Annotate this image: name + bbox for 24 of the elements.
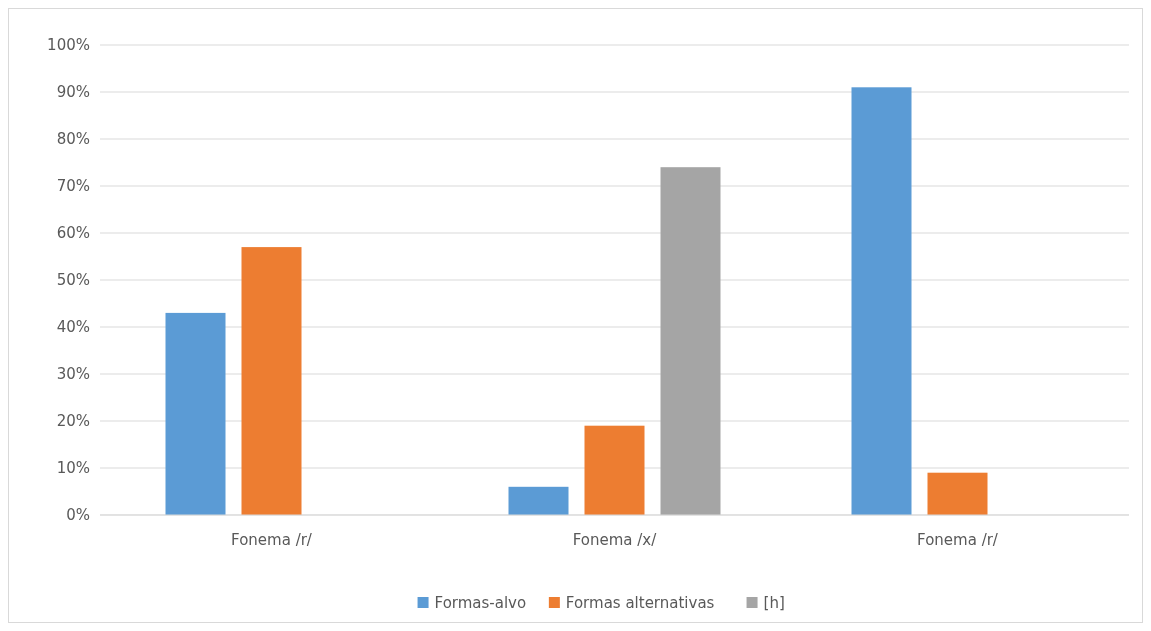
bar bbox=[508, 486, 569, 515]
y-tick-label: 20% bbox=[56, 412, 90, 431]
bar bbox=[927, 472, 988, 515]
legend-label: Formas alternativas bbox=[565, 594, 715, 613]
bar bbox=[165, 312, 226, 515]
y-tick-label: 50% bbox=[56, 271, 90, 290]
y-tick-label: 40% bbox=[56, 318, 90, 337]
y-tick-label: 70% bbox=[56, 177, 90, 196]
bar bbox=[241, 247, 302, 515]
y-tick-label: 30% bbox=[56, 365, 90, 384]
legend-label: [h] bbox=[763, 594, 785, 613]
y-tick-label: 90% bbox=[56, 83, 90, 102]
bar bbox=[584, 425, 645, 515]
x-tick-label: Fonema /r/ bbox=[231, 531, 313, 549]
legend-label: Formas-alvo bbox=[434, 594, 527, 613]
bar bbox=[851, 87, 912, 515]
x-tick-label: Fonema /x/ bbox=[572, 531, 658, 549]
y-tick-label: 10% bbox=[56, 459, 90, 478]
y-tick-label: 80% bbox=[56, 130, 90, 149]
y-tick-label: 100% bbox=[47, 36, 90, 55]
x-tick-label: Fonema /r/ bbox=[917, 531, 999, 549]
bar bbox=[660, 167, 721, 515]
y-tick-label: 60% bbox=[56, 224, 90, 243]
y-tick-label: 0% bbox=[66, 506, 90, 525]
